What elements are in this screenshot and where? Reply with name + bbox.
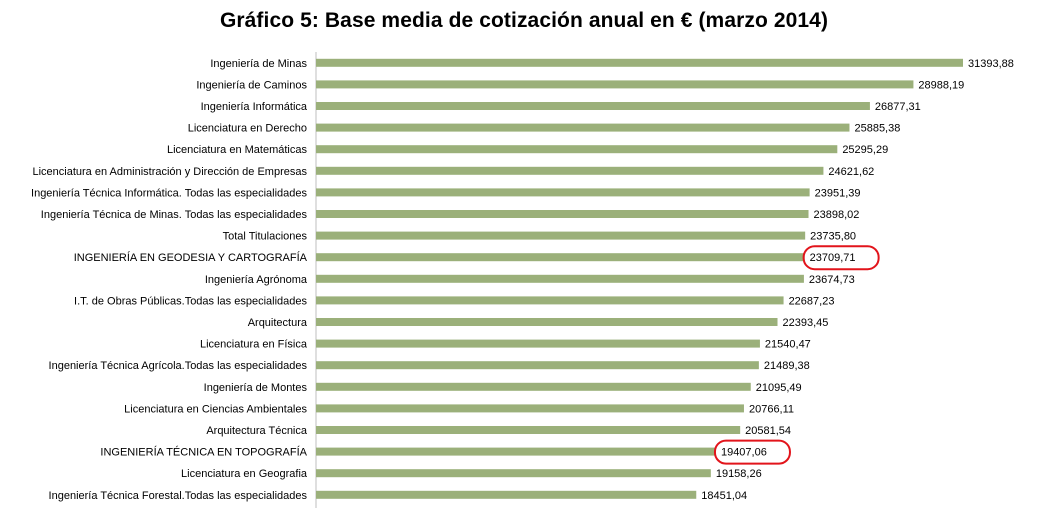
data-label: 21540,47 <box>765 339 811 351</box>
bar <box>316 102 870 110</box>
bar <box>316 490 697 499</box>
highlight-ring <box>802 245 880 271</box>
bar <box>316 123 850 132</box>
data-label: 21489,38 <box>764 360 810 372</box>
category-label: INGENIERÍA TÉCNICA EN TOPOGRAFÍA <box>100 446 307 459</box>
bar <box>316 145 838 154</box>
category-label: Ingeniería Agrónoma <box>205 274 308 286</box>
data-label: 25295,29 <box>842 144 888 156</box>
bar <box>316 447 716 456</box>
bar <box>316 253 805 262</box>
data-label: 22393,45 <box>783 317 829 329</box>
data-label: 31393,88 <box>968 58 1014 70</box>
data-label: 19158,26 <box>716 468 762 480</box>
category-label: Ingeniería Informática <box>201 101 308 113</box>
category-label: Ingeniería Técnica de Minas. Todas las e… <box>41 209 308 221</box>
category-label: Licenciatura en Física <box>200 339 308 351</box>
bars <box>316 58 963 499</box>
data-label: 19407,06 <box>721 447 767 459</box>
category-label: Licenciatura en Derecho <box>188 123 307 135</box>
data-label: 22687,23 <box>789 295 835 307</box>
data-label: 21095,49 <box>756 382 802 394</box>
bar <box>316 404 744 413</box>
data-label: 23898,02 <box>814 209 860 221</box>
bar <box>316 210 809 218</box>
bar <box>316 469 711 478</box>
category-label: Arquitectura Técnica <box>206 425 308 437</box>
highlight-ring <box>713 439 791 465</box>
bar <box>316 339 760 348</box>
bar <box>316 426 741 434</box>
category-labels: Ingeniería de Minas Ingeniería de Caminos… <box>31 58 308 502</box>
category-label: Licenciatura en Matemáticas <box>167 144 308 156</box>
data-label: 23951,39 <box>815 187 861 199</box>
value-labels: 31393,88 28988,19 26877,31 25885,38 25295,29… <box>701 58 1014 502</box>
category-label: Licenciatura en Geografia <box>181 468 308 480</box>
bar <box>316 382 751 391</box>
category-label: Ingeniería de Minas <box>210 58 307 70</box>
data-label: 20766,11 <box>749 403 794 415</box>
bar <box>316 231 806 240</box>
data-label: 28988,19 <box>918 79 964 91</box>
data-label: 24621,62 <box>828 166 874 178</box>
data-label: 18451,04 <box>701 490 747 502</box>
data-label: 25885,38 <box>854 123 900 135</box>
bar <box>316 80 914 89</box>
category-label: Ingeniería de Caminos <box>196 79 307 91</box>
chart-title: Gráfico 5: Base media de cotización anua… <box>219 9 829 32</box>
category-label: Ingeniería de Montes <box>204 382 308 394</box>
category-label: Licenciatura en Ciencias Ambientales <box>124 403 307 415</box>
bar <box>316 361 759 370</box>
category-label: Total Titulaciones <box>223 231 308 243</box>
bar <box>316 296 784 305</box>
data-label: 20581,54 <box>745 425 791 437</box>
bar <box>316 274 804 283</box>
bar <box>316 318 778 326</box>
highlight-rings <box>713 245 880 465</box>
data-label: 23735,80 <box>810 231 856 243</box>
category-label: Licenciatura en Administración y Direcci… <box>32 166 307 178</box>
category-label: Ingeniería Técnica Forestal.Todas las es… <box>49 490 308 502</box>
bar <box>316 58 963 67</box>
data-label: 23674,73 <box>809 274 855 286</box>
data-label: 23709,71 <box>810 252 856 264</box>
category-label: Ingeniería Técnica Agrícola.Todas las es… <box>49 360 308 372</box>
bar <box>316 166 824 175</box>
category-label: I.T. de Obras Públicas.Todas las especia… <box>74 295 307 307</box>
bar <box>316 188 810 197</box>
data-label: 26877,31 <box>875 101 921 113</box>
category-label: INGENIERÍA EN GEODESIA Y CARTOGRAFÍA <box>74 251 308 264</box>
category-label: Arquitectura <box>248 317 308 329</box>
category-label: Ingeniería Técnica Informática. Todas la… <box>31 187 307 199</box>
